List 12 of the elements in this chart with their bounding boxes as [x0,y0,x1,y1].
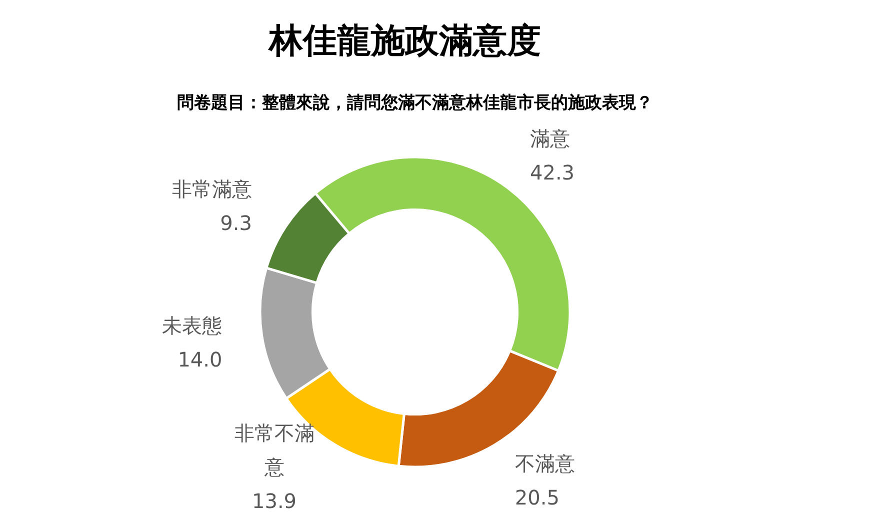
data-label: 9.3 [220,211,252,236]
slice-label: 不滿意 [514,451,575,476]
data-label: 42.3 [530,160,575,185]
data-label: 13.9 [252,488,297,513]
chart-subtitle: 問卷題目：整體來說，請問您滿不滿意林佳龍市長的施政表現？ [177,93,653,113]
data-label: 20.5 [514,485,560,510]
data-label: 14.0 [178,347,222,372]
slice-label: 滿意 [530,126,570,151]
chart-title: 林佳龍施政滿意度 [267,21,541,61]
slice-label: 非常滿意 [172,177,252,202]
slice-label: 未表態 [162,313,222,338]
slice-label: 非常不滿意 [234,420,314,479]
